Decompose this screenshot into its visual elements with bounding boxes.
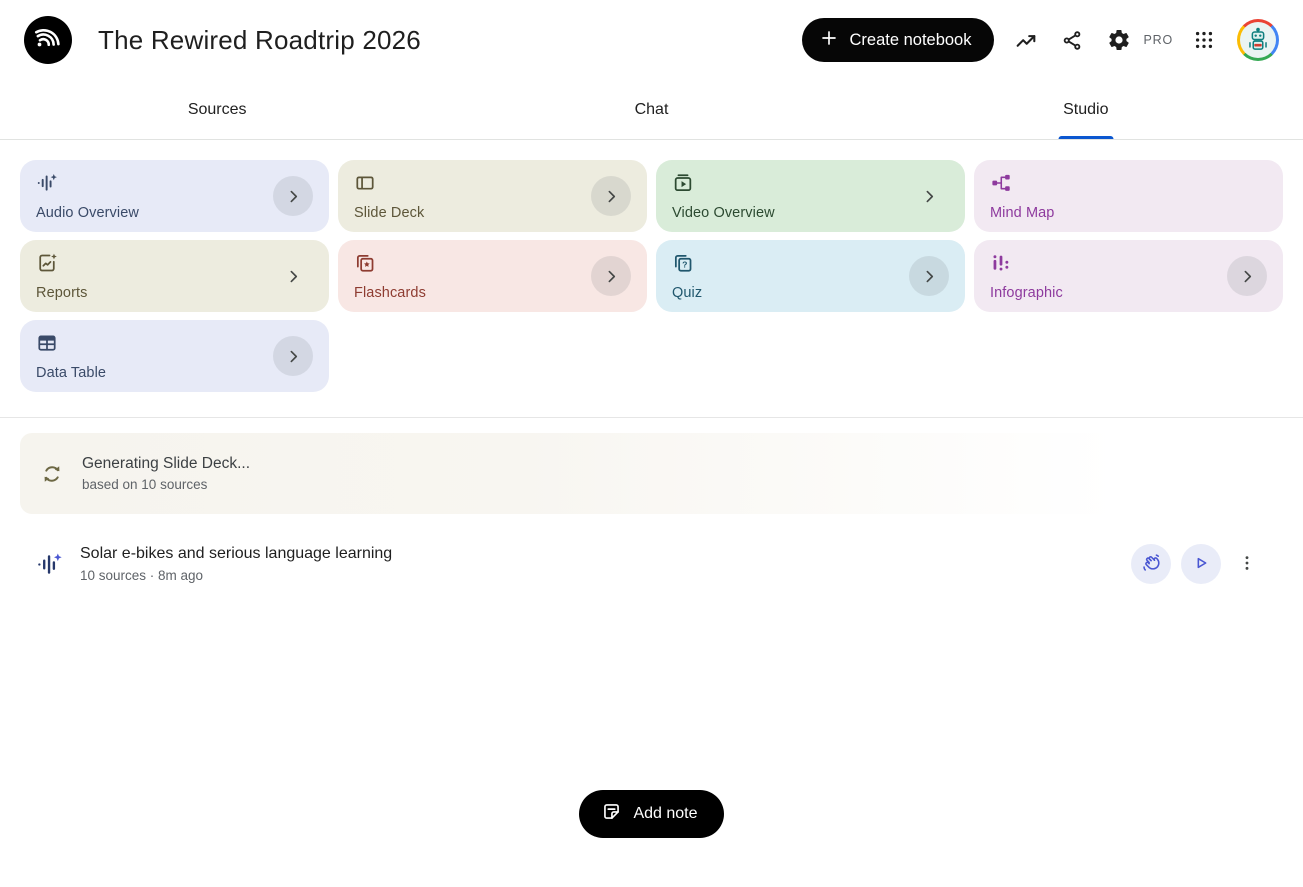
tab-studio-label: Studio — [1063, 100, 1109, 118]
tab-bar: Sources Chat Studio — [0, 80, 1303, 140]
audio-item-text: Solar e-bikes and serious language learn… — [80, 545, 392, 583]
audio-item-meta: 10 sources · 8m ago — [80, 568, 204, 583]
pro-badge: PRO — [1143, 33, 1173, 47]
kebab-menu-icon — [1237, 553, 1257, 576]
mind-map-icon — [990, 172, 1012, 194]
audio-item-title: Solar e-bikes and serious language learn… — [80, 545, 393, 562]
chevron-right-icon[interactable] — [273, 336, 313, 376]
studio-card-label: Flashcards — [354, 285, 426, 301]
apps-grid-icon — [1193, 29, 1215, 51]
share-icon — [1061, 29, 1084, 52]
tab-chat[interactable]: Chat — [434, 80, 868, 139]
quiz-cards-icon: ? — [672, 252, 694, 274]
analytics-button[interactable] — [1004, 17, 1050, 63]
studio-tools-grid: Audio Overview Slide Deck Video Overview… — [0, 140, 1303, 392]
studio-card-label: Slide Deck — [354, 205, 425, 221]
more-options-button[interactable] — [1227, 544, 1267, 584]
chevron-right-icon[interactable] — [909, 256, 949, 296]
studio-card-audio-overview[interactable]: Audio Overview — [20, 160, 329, 232]
share-button[interactable] — [1050, 17, 1096, 63]
settings-button[interactable] — [1096, 17, 1142, 63]
flashcards-star-icon — [354, 252, 376, 274]
studio-card-data-table[interactable]: Data Table — [20, 320, 329, 392]
waving-hand-icon — [1140, 552, 1162, 577]
notebook-title[interactable]: The Rewired Roadtrip 2026 — [98, 24, 421, 55]
plus-icon — [820, 29, 838, 52]
chevron-right-icon[interactable] — [1227, 256, 1267, 296]
studio-card-label: Reports — [36, 285, 88, 301]
logo-arcs-icon — [34, 28, 60, 47]
chevron-right-icon[interactable] — [273, 256, 313, 296]
data-table-icon — [36, 332, 58, 354]
report-sparkle-icon — [36, 252, 58, 274]
avatar-robot-image — [1240, 22, 1276, 58]
studio-card-infographic[interactable]: Infographic — [974, 240, 1283, 312]
tab-active-underline — [1058, 136, 1114, 139]
slide-layout-icon — [354, 172, 376, 194]
play-icon — [1191, 553, 1211, 576]
interactive-mode-button[interactable] — [1131, 544, 1171, 584]
studio-card-label: Video Overview — [672, 205, 775, 221]
google-apps-button[interactable] — [1181, 17, 1227, 63]
app-header: The Rewired Roadtrip 2026 Create noteboo… — [0, 0, 1303, 80]
generating-text: Generating Slide Deck... based on 10 sou… — [82, 455, 250, 492]
studio-card-label: Infographic — [990, 285, 1063, 301]
studio-card-video-overview[interactable]: Video Overview — [656, 160, 965, 232]
add-note-label: Add note — [633, 805, 698, 822]
studio-card-reports[interactable]: Reports — [20, 240, 329, 312]
studio-card-label: Data Table — [36, 365, 107, 381]
sync-icon — [40, 462, 64, 486]
studio-card-slide-deck[interactable]: Slide Deck — [338, 160, 647, 232]
video-play-icon — [672, 172, 694, 194]
tab-chat-label: Chat — [634, 100, 669, 118]
chevron-right-icon[interactable] — [273, 176, 313, 216]
chevron-right-icon[interactable] — [909, 176, 949, 216]
create-notebook-label: Create notebook — [849, 30, 972, 49]
generating-subtitle: based on 10 sources — [82, 477, 208, 492]
note-icon — [601, 801, 622, 827]
studio-card-mind-map[interactable]: Mind Map — [974, 160, 1283, 232]
account-avatar[interactable] — [1237, 19, 1279, 61]
svg-text:?: ? — [682, 260, 687, 270]
section-divider — [0, 417, 1303, 418]
infographic-bars-icon — [990, 252, 1012, 274]
chevron-right-icon[interactable] — [591, 256, 631, 296]
generating-slide-deck-item[interactable]: Generating Slide Deck... based on 10 sou… — [20, 433, 1140, 514]
studio-card-label: Mind Map — [990, 205, 1055, 221]
studio-card-flashcards[interactable]: Flashcards — [338, 240, 647, 312]
trending-up-icon — [1014, 28, 1039, 53]
create-notebook-button[interactable]: Create notebook — [802, 18, 994, 62]
studio-card-label: Quiz — [672, 285, 703, 301]
tab-sources[interactable]: Sources — [0, 80, 434, 139]
notebooklm-logo[interactable] — [24, 16, 72, 64]
studio-card-label: Audio Overview — [36, 205, 139, 221]
settings-gear-icon — [1107, 28, 1131, 52]
waveform-sparkle-icon — [36, 172, 58, 194]
play-button[interactable] — [1181, 544, 1221, 584]
studio-card-quiz[interactable]: ? Quiz — [656, 240, 965, 312]
generating-title: Generating Slide Deck... — [82, 455, 251, 472]
add-note-area: Add note — [0, 790, 1303, 838]
tab-sources-label: Sources — [187, 100, 247, 118]
tab-studio[interactable]: Studio — [869, 80, 1303, 139]
audio-overview-item[interactable]: Solar e-bikes and serious language learn… — [0, 536, 1303, 592]
chevron-right-icon[interactable] — [591, 176, 631, 216]
waveform-sparkle-icon — [36, 551, 63, 578]
add-note-button[interactable]: Add note — [579, 790, 724, 838]
